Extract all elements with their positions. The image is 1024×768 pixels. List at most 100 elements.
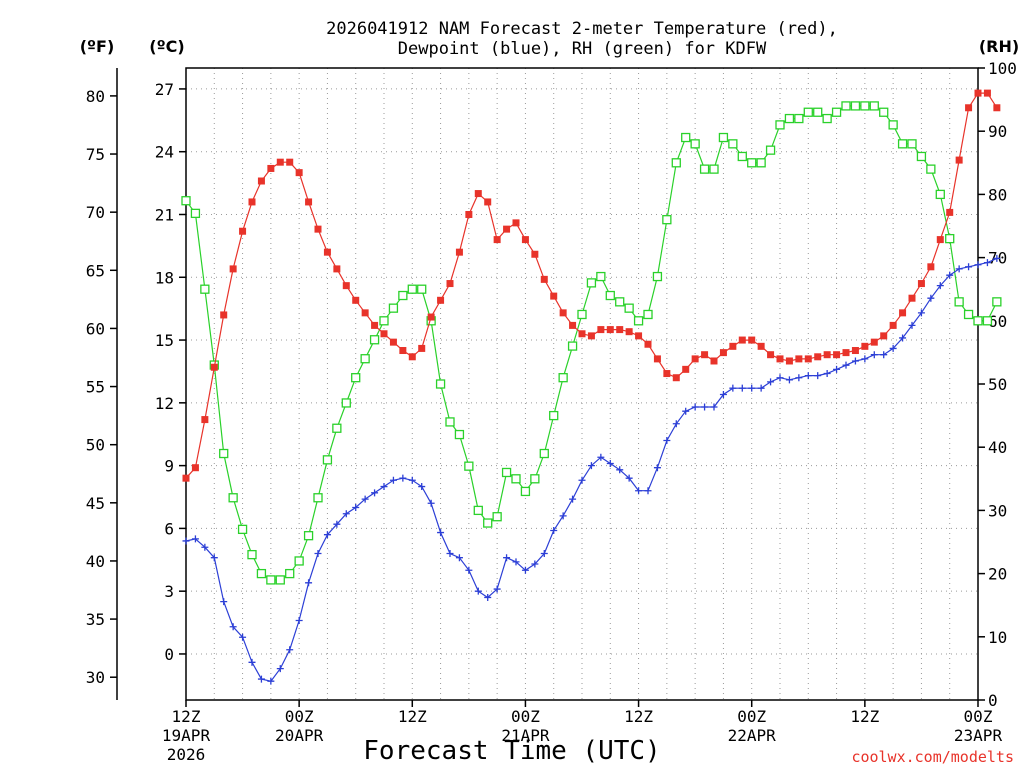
temperature-point <box>842 349 850 357</box>
time-tick-label: 00Z <box>737 707 766 726</box>
rh-point <box>388 303 399 313</box>
dewpoint-point <box>512 558 520 566</box>
time-tick-label: 12Z <box>850 707 879 726</box>
dewpoint-point <box>342 510 350 518</box>
temperature-point <box>719 349 727 357</box>
time-tick-date: 19APR <box>162 726 211 745</box>
temperature-point <box>880 332 888 340</box>
temperature-point <box>512 219 520 227</box>
dewpoint-point <box>936 282 944 290</box>
dewpoint-point <box>597 453 605 461</box>
dewpoint-point <box>248 658 256 666</box>
rh-point <box>926 164 936 174</box>
rh-tick-label: 60 <box>988 312 1007 331</box>
temperature-point <box>710 357 718 365</box>
dewpoint-point <box>719 390 727 398</box>
temperature-point <box>644 340 652 348</box>
dewpoint-point <box>842 361 850 369</box>
dewpoint-point <box>870 351 878 359</box>
celsius-unit-label: (ºC) <box>149 37 184 56</box>
dewpoint-point <box>785 376 793 384</box>
rh-point <box>973 316 983 326</box>
celsius-tick-label: 0 <box>164 645 174 664</box>
dewpoint-point <box>701 403 709 411</box>
dewpoint-point <box>682 407 690 415</box>
temperature-point <box>408 353 416 361</box>
rh-tick-label: 10 <box>988 628 1007 647</box>
rh-point <box>916 151 927 162</box>
time-tick-label: 12Z <box>172 707 201 726</box>
fahrenheit-tick-label: 50 <box>86 436 105 455</box>
time-tick-date: 23APR <box>954 726 1003 745</box>
rh-point <box>963 309 974 320</box>
rh-point <box>992 297 1002 307</box>
dewpoint-point <box>380 483 388 491</box>
temperature-point <box>484 198 492 206</box>
dewpoint-point <box>889 344 897 352</box>
time-tick-year: 2026 <box>167 745 206 764</box>
temperature-point <box>795 355 803 363</box>
temperature-point <box>804 355 812 363</box>
dewpoint-point <box>587 462 595 470</box>
rh-point <box>803 107 813 117</box>
celsius-axis: 0 3 6 9 12 15 18 21 24 27 <box>155 80 186 664</box>
temperature-point <box>305 198 313 206</box>
dewpoint-point <box>927 294 935 302</box>
temperature-point <box>861 342 869 350</box>
temperature-point <box>625 328 633 336</box>
temperature-point <box>257 177 265 185</box>
rh-point <box>756 158 766 168</box>
dewpoint-point <box>446 550 454 558</box>
celsius-tick-label: 15 <box>155 331 174 350</box>
rh-point <box>567 341 578 351</box>
rh-point <box>200 284 210 294</box>
dewpoint-point <box>974 261 982 269</box>
chart-title-line2: Dewpoint (blue), RH (green) for KDFW <box>398 39 767 59</box>
rh-tick-label: 30 <box>988 501 1007 520</box>
rh-tick-label: 100 <box>988 59 1017 78</box>
rh-point <box>813 107 823 117</box>
dewpoint-point <box>804 372 812 380</box>
temperature-point <box>965 104 973 112</box>
dewpoint-point <box>908 321 916 329</box>
rh-point <box>219 448 229 459</box>
dewpoint-point <box>210 554 218 562</box>
temperature-point <box>974 89 982 97</box>
temperature-point <box>635 332 643 340</box>
temperature-point <box>701 351 709 359</box>
temperature-point <box>239 227 247 235</box>
dewpoint-point <box>182 537 190 545</box>
temperature-point <box>380 330 388 338</box>
time-tick-label: 12Z <box>624 707 653 726</box>
temperature-point <box>757 342 765 350</box>
rh-point <box>897 139 908 149</box>
dewpoint-point <box>295 616 303 624</box>
fahrenheit-axis: 30 35 40 45 50 55 60 65 70 75 80 <box>86 87 117 687</box>
rh-point <box>520 486 531 497</box>
dewpoint-point <box>738 384 746 392</box>
celsius-tick-label: 9 <box>164 457 174 476</box>
rh-point <box>850 101 861 111</box>
dewpoint-point <box>861 355 869 363</box>
rh-point <box>511 474 521 484</box>
fahrenheit-tick-label: 70 <box>86 203 105 222</box>
rh-point <box>728 139 738 149</box>
rh-tick-label: 90 <box>988 122 1007 141</box>
rh-point <box>633 316 644 326</box>
dewpoint-point <box>550 526 558 534</box>
rh-point <box>586 278 597 288</box>
temperature-point <box>616 326 624 334</box>
dewpoint-point <box>531 560 539 568</box>
dewpoint-point <box>267 677 275 685</box>
dewpoint-point <box>917 309 925 317</box>
rh-tick-label: 80 <box>988 185 1007 204</box>
dewpoint-point <box>965 263 973 271</box>
temperature-point <box>823 351 831 359</box>
fahrenheit-tick-label: 65 <box>86 261 105 280</box>
dewpoint-point <box>408 476 416 484</box>
rh-point <box>398 290 408 301</box>
temperature-point <box>993 104 1001 112</box>
temperature-point <box>738 336 746 344</box>
temperature-point <box>936 236 944 244</box>
